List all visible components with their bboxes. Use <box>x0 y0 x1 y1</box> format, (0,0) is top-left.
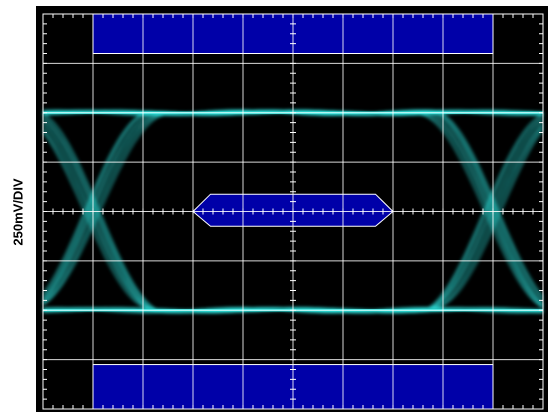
eye-diagram-chart <box>36 6 548 412</box>
plot-border <box>42 13 544 410</box>
y-axis-label: 250mV/DIV <box>10 178 26 246</box>
minor-ticks <box>42 13 544 410</box>
